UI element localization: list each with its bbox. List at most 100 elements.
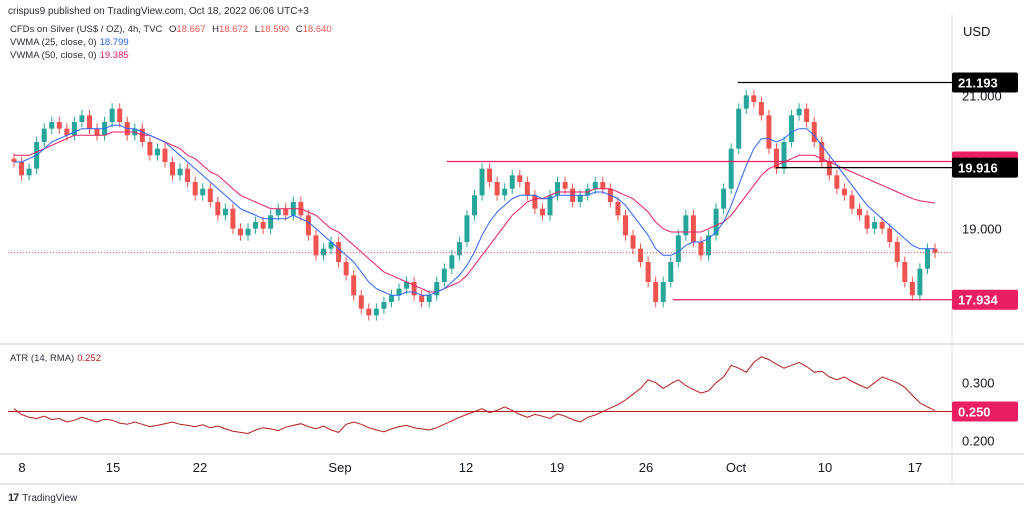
candle-body [177, 168, 183, 176]
candle-body [313, 235, 319, 256]
candle-body [773, 148, 779, 169]
candle-body [834, 175, 840, 189]
candle-body [56, 122, 62, 129]
candle-body [872, 222, 878, 229]
ohlc-low: L18.590 [254, 24, 290, 35]
candle-body [260, 222, 266, 229]
currency-label: USD [963, 24, 991, 39]
time-tick-label: 12 [459, 460, 473, 475]
candle-body [736, 108, 742, 149]
candle-body [592, 182, 598, 189]
candle-body [41, 128, 47, 142]
candle-body [894, 242, 900, 262]
atr-tick-label: 0.200 [962, 433, 995, 448]
candle-body [283, 208, 289, 216]
candle-body [517, 175, 523, 182]
candle-body [826, 162, 832, 176]
candle-body [215, 202, 221, 216]
candle-body [638, 248, 644, 262]
candle-body [819, 142, 825, 162]
candle-body [683, 215, 689, 236]
candle-body [434, 282, 440, 296]
vwma25-line [14, 124, 935, 296]
level-badge-17.934 [952, 289, 1018, 310]
time-tick-label: 17 [908, 460, 922, 475]
candle-body [796, 108, 802, 116]
candle-body [275, 208, 281, 216]
candle-body [449, 255, 455, 269]
candle-body [479, 168, 485, 196]
candle-body [388, 295, 394, 302]
candle-body [675, 235, 681, 262]
candle-body [600, 182, 606, 189]
candle-body [577, 195, 583, 202]
candle-body [26, 168, 32, 176]
candle-body [328, 242, 334, 249]
footer-logo: 17 TradingView [8, 492, 78, 504]
candle-body [192, 182, 198, 196]
candle-body [781, 142, 787, 169]
candle-body [245, 228, 251, 236]
candle-body [524, 182, 530, 196]
candle-body [502, 188, 508, 196]
ohlc-open: O18.667 [169, 24, 206, 35]
candle-body [932, 248, 938, 253]
candle-body [743, 95, 749, 109]
candle-body [154, 148, 160, 156]
candle-body [396, 288, 402, 296]
candle-body [562, 182, 568, 189]
candle-body [207, 188, 213, 202]
tradingview-logo-icon: 17 [8, 492, 19, 504]
candle-body [857, 208, 863, 216]
candle-body [630, 235, 636, 249]
ohlc-high: H18.672 [212, 24, 249, 35]
candle-body [789, 115, 795, 142]
time-tick-label: 22 [193, 460, 207, 475]
candle-body [887, 228, 893, 242]
candle-body [86, 115, 92, 129]
symbol-label: CFDs on Silver (US$ / OZ), 4h, TVC [10, 24, 163, 35]
candle-body [721, 188, 727, 209]
candle-body [555, 182, 561, 196]
candle-body [79, 115, 85, 122]
candle-body [864, 215, 870, 229]
candle-body [419, 295, 425, 302]
candle-body [494, 182, 500, 196]
candle-body [660, 282, 666, 302]
candle-body [305, 215, 311, 236]
candle-body [94, 128, 100, 136]
candle-body [381, 302, 387, 309]
level-badge-19.916 [952, 157, 1018, 178]
candle-body [162, 148, 168, 162]
candle-body [170, 162, 176, 176]
published-header: crispus9 published on TradingView.com, O… [8, 6, 309, 17]
candle-body [622, 215, 628, 236]
candle-body [49, 122, 55, 129]
candle-body [268, 215, 274, 229]
candle-body [373, 308, 379, 316]
candle-body [758, 102, 764, 116]
candle-body [456, 242, 462, 256]
level-label-21.193: 21.193 [958, 75, 998, 90]
candle-body [547, 195, 553, 216]
time-tick-label: Sep [328, 460, 351, 475]
candle-body [706, 235, 712, 256]
ohlc-close: C18.640 [295, 24, 332, 35]
candle-body [728, 148, 734, 189]
candle-body [879, 222, 885, 229]
candle-body [902, 262, 908, 282]
candle-body [811, 122, 817, 142]
candle-body [668, 262, 674, 282]
candle-body [917, 268, 923, 296]
atr-legend: ATR (14, RMA) 0.252 [10, 353, 101, 364]
candle-body [253, 222, 259, 229]
candle-body [109, 108, 115, 122]
candle-body [751, 95, 757, 102]
candle-body [404, 282, 410, 289]
candle-body [321, 248, 327, 256]
time-tick-label: 10 [818, 460, 832, 475]
candle-body [690, 215, 696, 242]
candle-body [185, 168, 191, 182]
candle-body [230, 208, 236, 229]
